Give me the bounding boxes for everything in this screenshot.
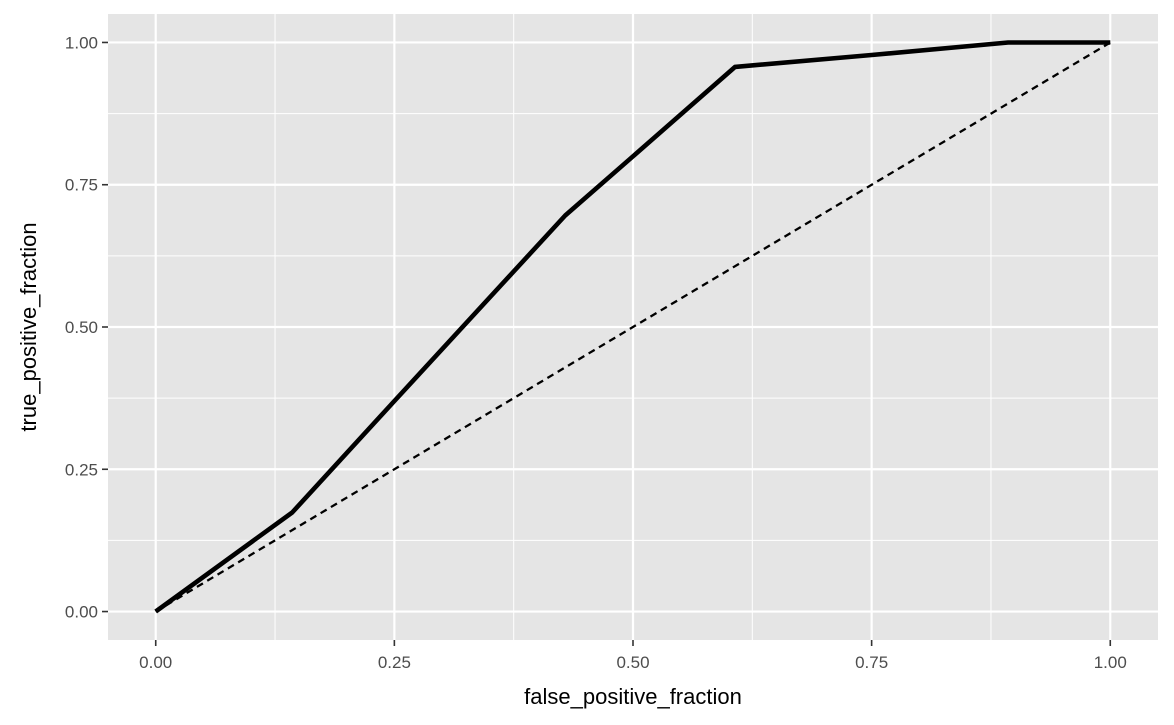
x-tick-label: 0.50 <box>616 653 649 672</box>
y-tick-label: 1.00 <box>65 33 98 52</box>
y-tick-label: 0.25 <box>65 460 98 479</box>
x-tick-label: 0.25 <box>378 653 411 672</box>
x-tick-label: 1.00 <box>1094 653 1127 672</box>
y-tick-label: 0.75 <box>65 176 98 195</box>
y-tick-label: 0.50 <box>65 318 98 337</box>
x-axis-title: false_positive_fraction <box>524 684 742 709</box>
y-axis-ticks: 0.00 0.25 0.50 0.75 1.00 <box>65 33 108 622</box>
x-axis-ticks: 0.00 0.25 0.50 0.75 1.00 <box>139 640 1127 672</box>
x-tick-label: 0.00 <box>139 653 172 672</box>
reference-diagonal-line <box>155 41 1111 613</box>
y-axis-title: true_positive_fraction <box>16 222 41 431</box>
y-tick-label: 0.00 <box>65 603 98 622</box>
x-tick-label: 0.75 <box>855 653 888 672</box>
series-layer <box>154 40 1111 614</box>
roc-curve-line <box>154 40 1111 614</box>
